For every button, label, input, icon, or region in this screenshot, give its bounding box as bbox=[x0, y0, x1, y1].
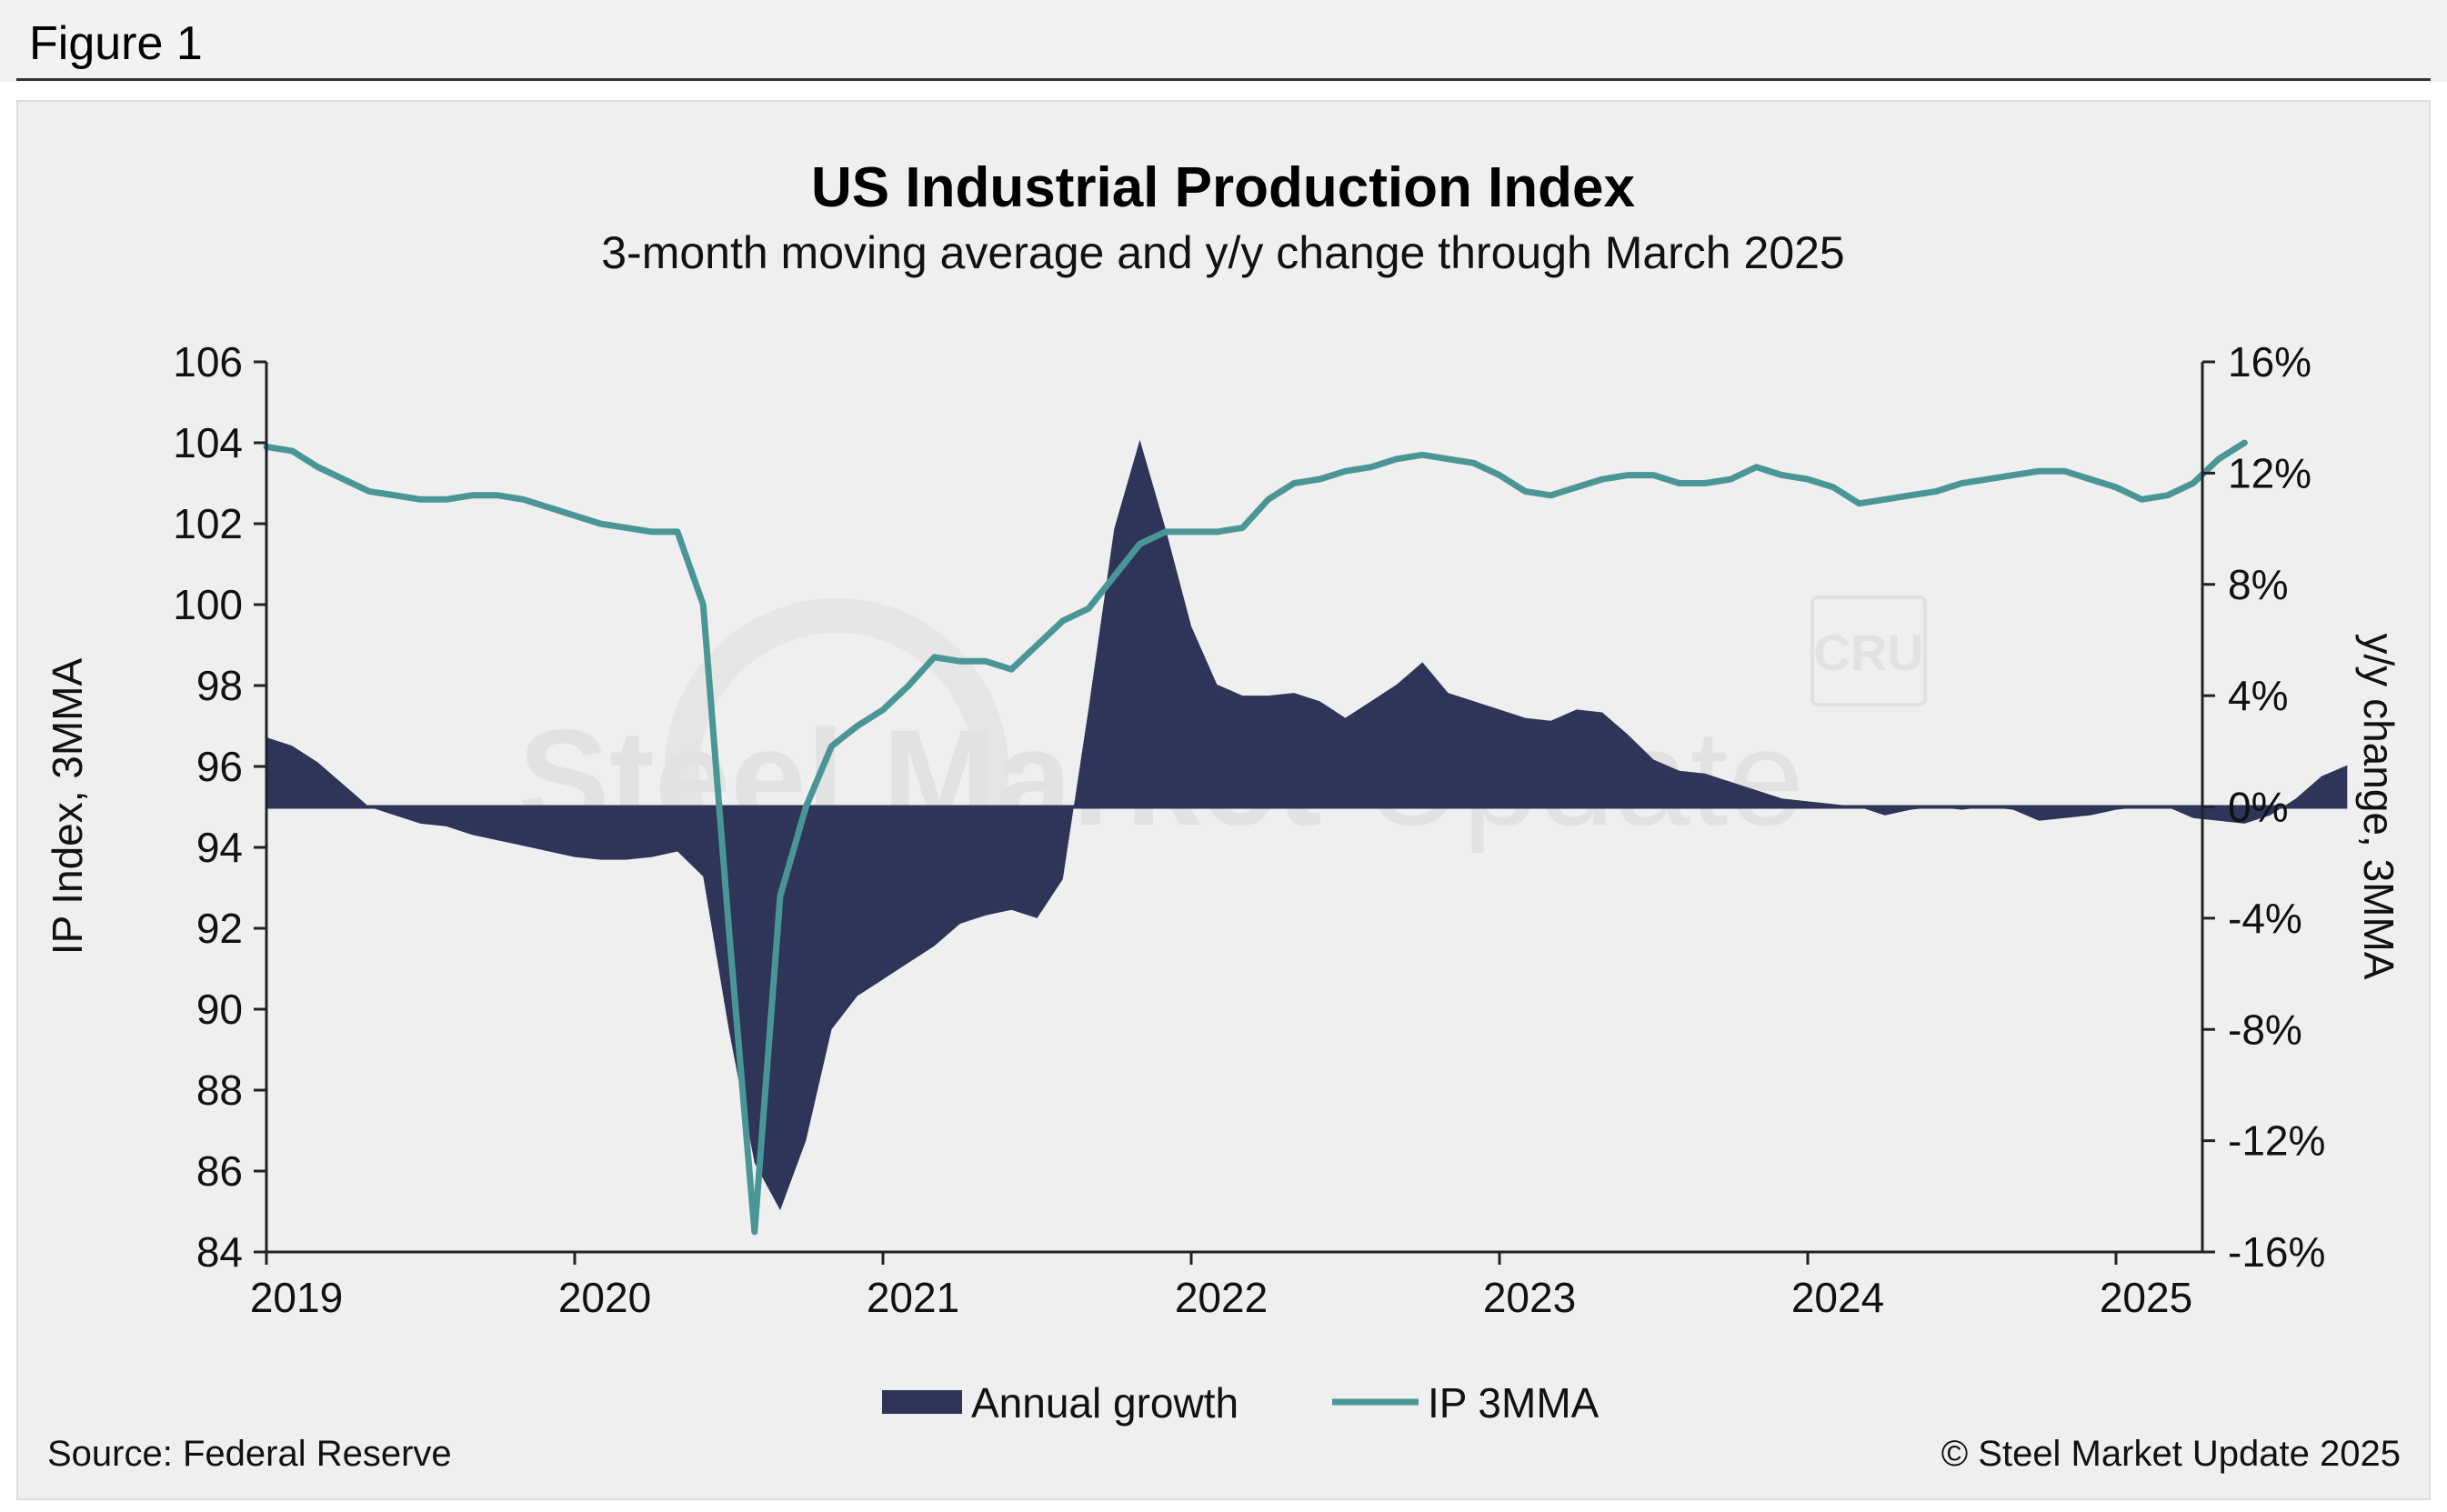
right-tick-label: -12% bbox=[2228, 1117, 2325, 1165]
left-axis-ticks: 106 104 102 100 98 96 94 92 90 88 86 84 bbox=[173, 338, 266, 1276]
x-tick-label: 2024 bbox=[1791, 1274, 1884, 1321]
left-tick-label: 102 bbox=[173, 500, 243, 547]
x-tick-label: 2022 bbox=[1175, 1274, 1268, 1321]
chart-subtitle: 3-month moving average and y/y change th… bbox=[601, 227, 1845, 278]
x-axis-ticks: 2019 2020 2021 2022 2023 2024 2025 bbox=[250, 1252, 2192, 1321]
x-tick-label: 2019 bbox=[250, 1274, 343, 1321]
left-tick-label: 90 bbox=[196, 986, 243, 1033]
left-tick-label: 88 bbox=[196, 1066, 243, 1114]
watermark-badge-icon bbox=[1810, 596, 1927, 706]
x-tick-label: 2021 bbox=[867, 1274, 959, 1321]
x-tick-label: 2025 bbox=[2100, 1274, 2192, 1321]
source-note: Source: Federal Reserve bbox=[47, 1434, 452, 1474]
legend-label-annual-growth: Annual growth bbox=[971, 1379, 1239, 1427]
legend-label-ip-3mma: IP 3MMA bbox=[1428, 1379, 1600, 1427]
figure-header: Figure 1 bbox=[0, 0, 2447, 82]
watermark-badge-text: CRU bbox=[1813, 624, 1923, 681]
copyright-note: © Steel Market Update 2025 bbox=[1941, 1434, 2401, 1474]
ip-3mma-line bbox=[263, 439, 2248, 1236]
left-tick-label: 94 bbox=[196, 824, 243, 871]
left-tick-label: 104 bbox=[173, 419, 243, 466]
left-tick-label: 106 bbox=[173, 338, 243, 386]
legend-swatch-annual-growth bbox=[882, 1390, 962, 1414]
right-tick-label: -16% bbox=[2228, 1228, 2325, 1276]
left-tick-label: 96 bbox=[196, 743, 243, 790]
right-tick-label: 4% bbox=[2228, 672, 2288, 719]
legend: Annual growth IP 3MMA bbox=[882, 1379, 1600, 1427]
right-tick-label: 0% bbox=[2228, 784, 2288, 831]
right-tick-label: 8% bbox=[2228, 561, 2288, 608]
chart-title: US Industrial Production Index bbox=[811, 156, 1635, 219]
figure-label: Figure 1 bbox=[29, 17, 203, 70]
left-tick-label: 100 bbox=[173, 581, 243, 628]
left-tick-label: 98 bbox=[196, 662, 243, 709]
header-rule bbox=[16, 78, 2431, 81]
left-axis-title: IP Index, 3MMA bbox=[44, 657, 91, 955]
annual-growth-area bbox=[266, 439, 2348, 1211]
left-tick-label: 86 bbox=[196, 1147, 243, 1195]
right-axis-title: y/y change, 3MMA bbox=[2355, 634, 2402, 980]
right-tick-label: -4% bbox=[2228, 895, 2302, 942]
chart-panel: Steel Market Update CRU US Industrial Pr… bbox=[16, 100, 2431, 1500]
x-tick-label: 2023 bbox=[1483, 1274, 1576, 1321]
left-tick-label: 84 bbox=[196, 1228, 243, 1276]
right-axis-ticks: 16% 12% 8% 4% 0% -4% -8% -12% -16% bbox=[2202, 338, 2325, 1276]
right-tick-label: 12% bbox=[2228, 449, 2312, 496]
right-tick-label: -8% bbox=[2228, 1006, 2302, 1053]
chart: Steel Market Update CRU US Industrial Pr… bbox=[44, 156, 2402, 1474]
annual-growth-area-layer bbox=[266, 439, 2348, 1211]
right-tick-label: 16% bbox=[2228, 338, 2312, 386]
ip-3mma-line-layer bbox=[263, 439, 2248, 1236]
left-tick-label: 92 bbox=[196, 905, 243, 952]
x-tick-label: 2020 bbox=[558, 1274, 651, 1321]
